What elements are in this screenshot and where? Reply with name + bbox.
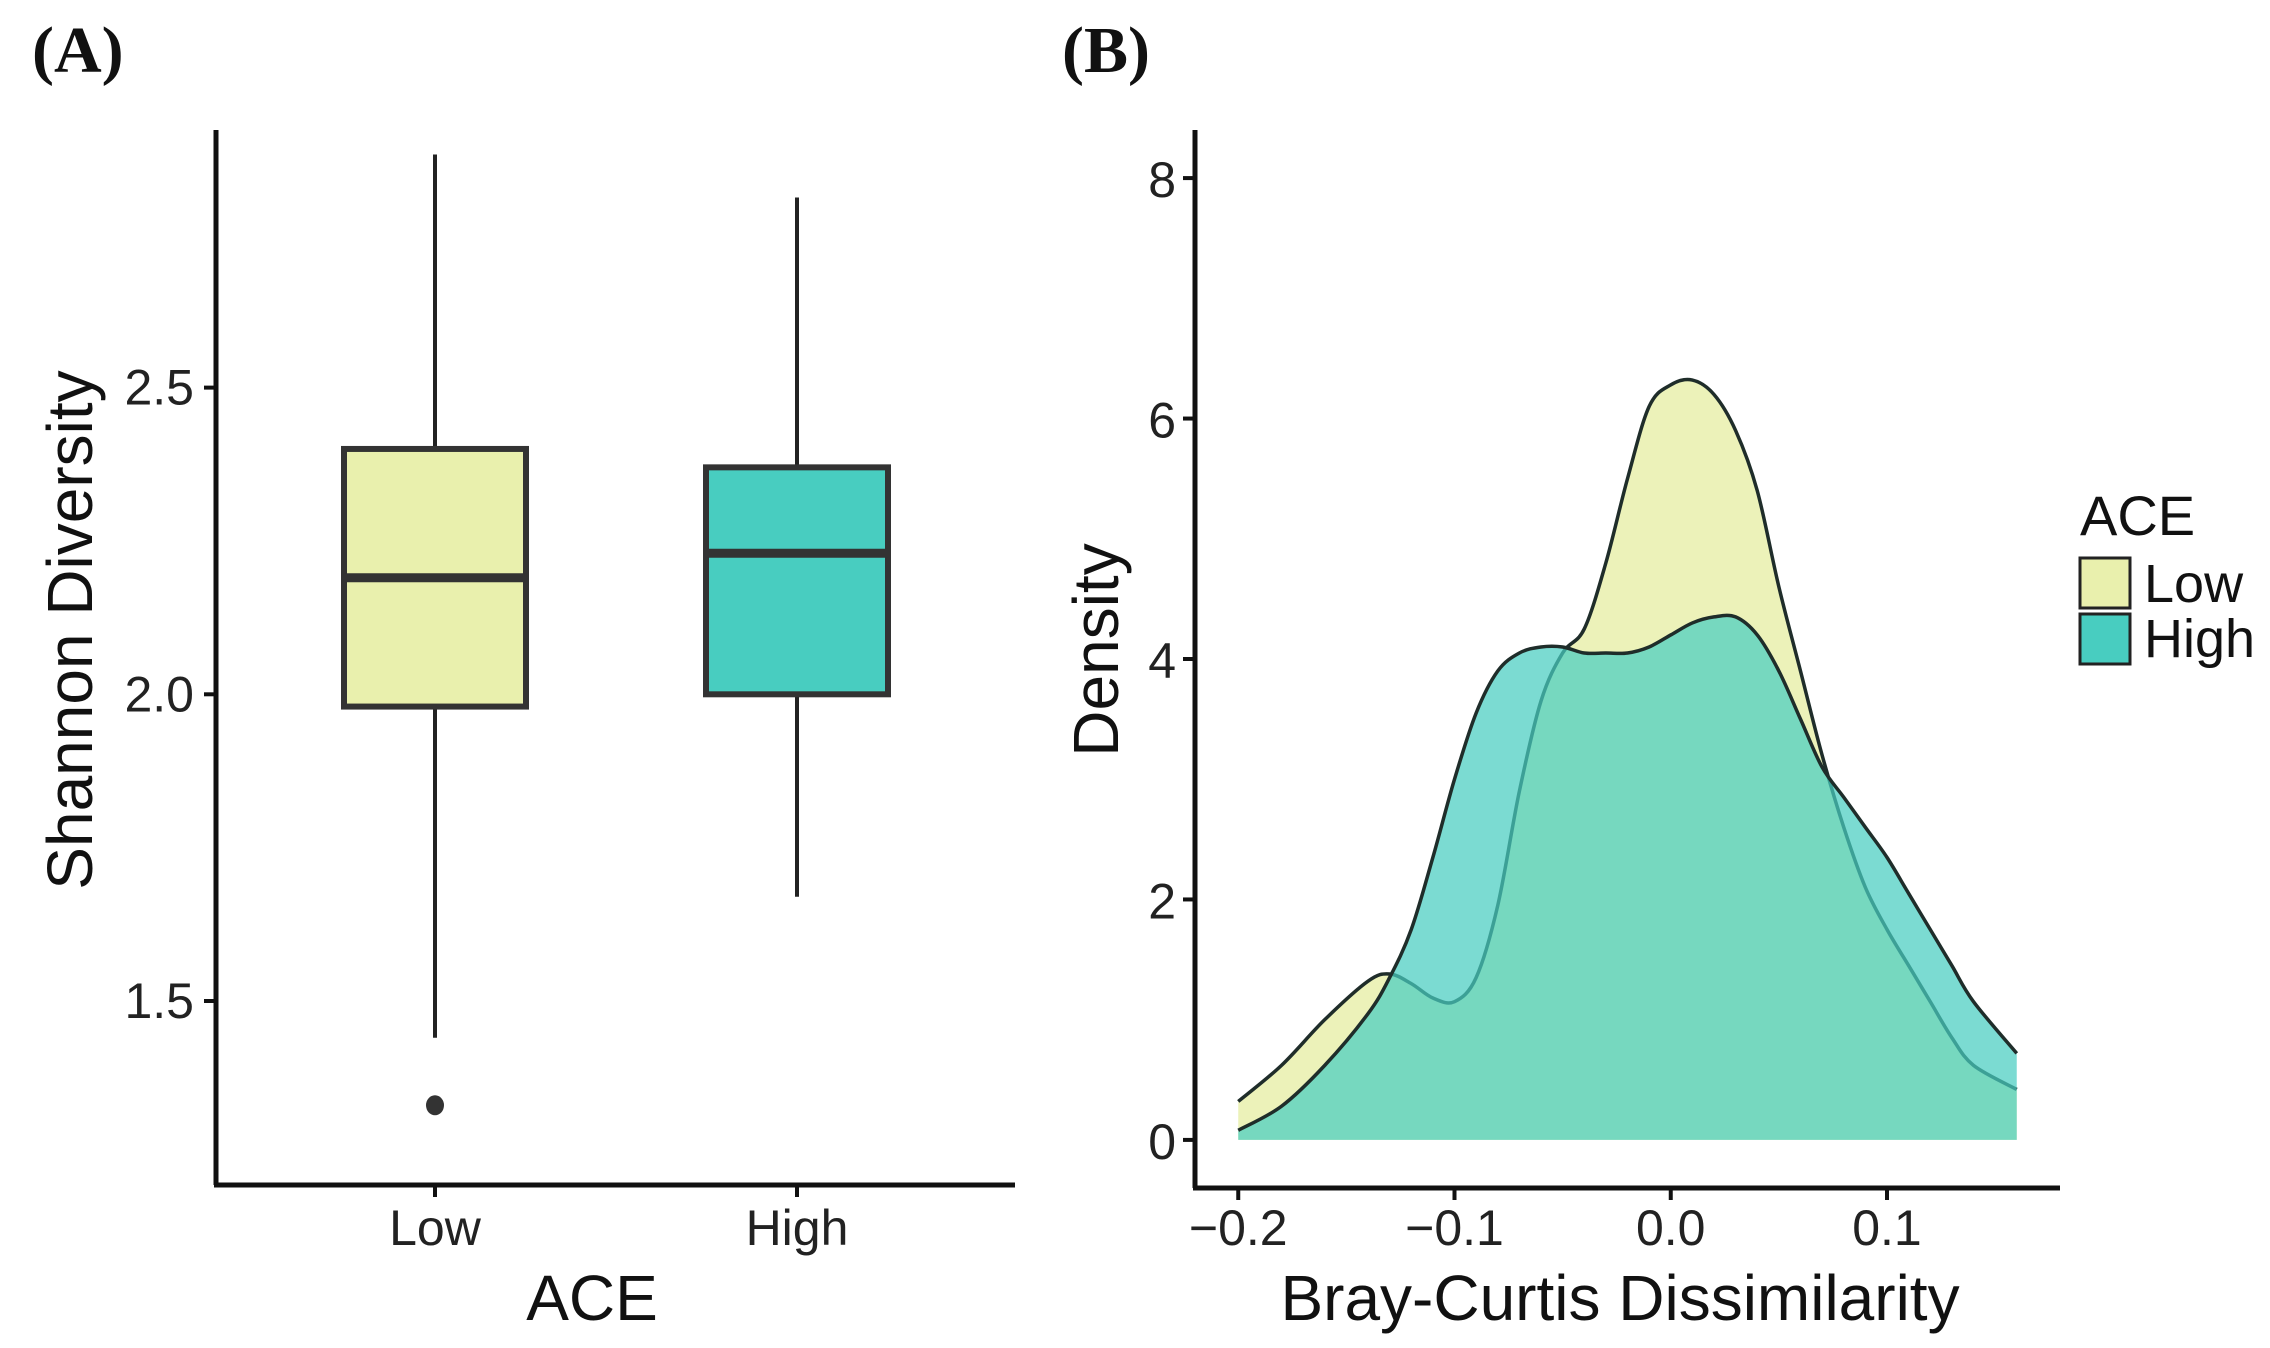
outlier-point-low — [426, 1095, 444, 1116]
panel-a-x-tick-label: High — [746, 1200, 849, 1256]
panel-b-y-tick-label: 0 — [1148, 1114, 1176, 1170]
panel-a-boxes — [341, 154, 891, 1116]
panel-b-x-tick-label: 0.1 — [1852, 1200, 1922, 1256]
panel-a-x-tick-label: Low — [389, 1200, 482, 1256]
panel-a-x-axis-title: ACE — [526, 1262, 658, 1334]
legend-title: ACE — [2080, 484, 2195, 547]
legend-label-high: High — [2144, 609, 2255, 669]
panel-a-label: (A) — [32, 14, 124, 87]
panel-b-y-tick-label: 6 — [1148, 393, 1176, 449]
legend-label-low: Low — [2144, 554, 2244, 614]
panel-b-y-axis-title: Density — [1060, 543, 1132, 756]
panel-a-y-ticks: 1.5 2.0 2.5 — [124, 360, 216, 1029]
panel-b-x-axis-title: Bray-Curtis Dissimilarity — [1280, 1262, 1959, 1334]
panel-a-y-tick-label: 1.5 — [124, 973, 194, 1029]
panel-a-y-axis-title: Shannon Diversity — [34, 370, 106, 889]
panel-a: (A) 1.5 2.0 2.5 Low High ACE Shannon Divers… — [32, 14, 1015, 1334]
panel-b-x-tick-label: 0.0 — [1636, 1200, 1706, 1256]
panel-b-plot-area: 0 2 4 6 8 −0.2 −0.1 0.0 0.1 — [1148, 130, 2060, 1256]
density-line-high — [1237, 613, 2019, 1132]
panel-b-density-areas — [1237, 377, 2019, 1140]
legend-key-high — [2078, 612, 2132, 666]
box-body-high — [703, 464, 891, 698]
panel-a-x-ticks: Low High — [389, 1185, 848, 1256]
panel-a-y-tick-label: 2.5 — [124, 360, 194, 416]
panel-b: (B) 0 2 4 6 8 −0.2 −0.1 0.0 0.1 Bray-Curtis Dis… — [1060, 14, 2255, 1334]
panel-b-x-ticks: −0.2 −0.1 0.0 0.1 — [1189, 1188, 1922, 1256]
panel-a-y-tick-label: 2.0 — [124, 666, 194, 722]
panel-b-y-tick-label: 2 — [1148, 873, 1176, 929]
panel-a-plot-area: 1.5 2.0 2.5 Low High — [124, 130, 1015, 1256]
box-low — [341, 154, 529, 1116]
panel-b-y-tick-label: 8 — [1148, 152, 1176, 208]
box-high — [703, 197, 891, 897]
panel-b-label: (B) — [1062, 14, 1150, 87]
legend-key-low — [2078, 556, 2132, 610]
panel-b-legend: ACE Low High — [2078, 484, 2255, 669]
panel-b-y-ticks: 0 2 4 6 8 — [1148, 152, 1195, 1170]
panel-b-x-tick-label: −0.1 — [1405, 1200, 1504, 1256]
density-area-high — [1238, 615, 2017, 1140]
panel-b-x-tick-label: −0.2 — [1189, 1200, 1288, 1256]
panel-b-y-tick-label: 4 — [1148, 633, 1176, 689]
